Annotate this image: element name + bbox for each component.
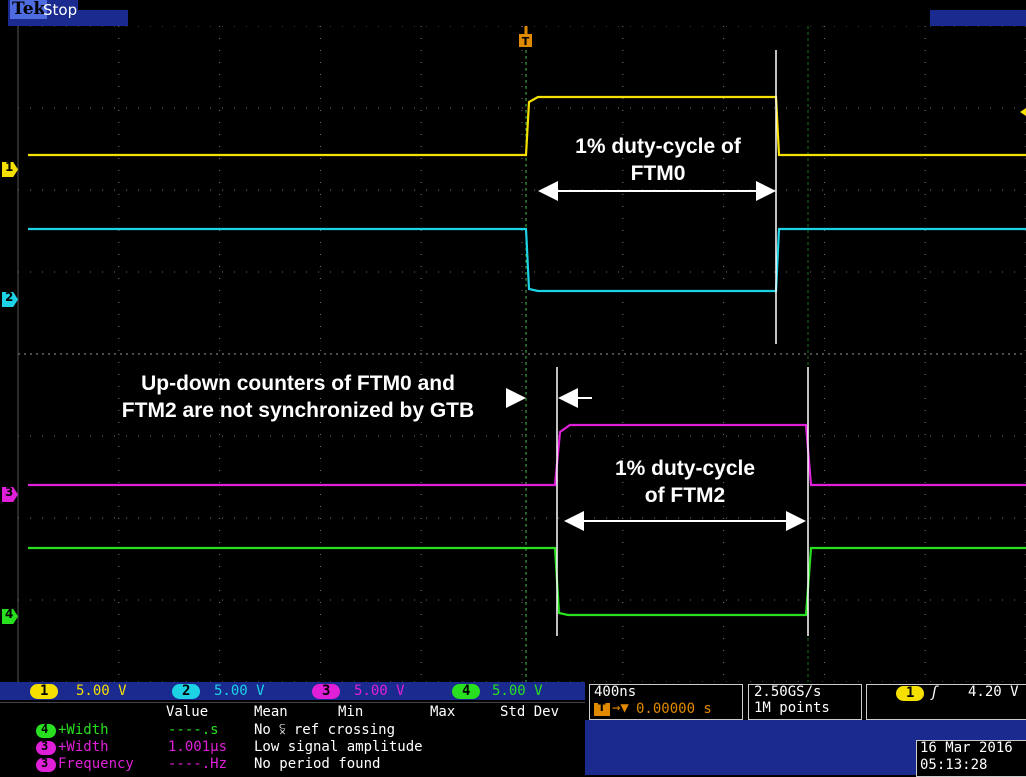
- ch4-waveform: [28, 546, 1026, 617]
- sample-rate: 2.50GS/s: [754, 684, 822, 700]
- ch3-waveform: [28, 423, 1026, 487]
- record-view-bar-right: [930, 10, 1026, 26]
- trigger-position-icon: T: [594, 701, 610, 716]
- meas-row1-status: No ⫁ ref crossing: [254, 722, 396, 738]
- ftm0-annotation: 1% duty-cycle of FTM0: [548, 133, 768, 187]
- record-length: 1M points: [754, 700, 830, 716]
- ch1-badge[interactable]: 1: [30, 683, 58, 699]
- status-bar: [0, 0, 1026, 26]
- ftm2-annotation-line2: of FTM2: [644, 484, 726, 507]
- trigger-box[interactable]: [866, 684, 1026, 720]
- date-display: 16 Mar 2016: [920, 740, 1013, 756]
- meas-header-value: Value: [166, 704, 209, 720]
- trigger-level: 4.20 V: [968, 684, 1019, 700]
- record-view-bar: [78, 10, 128, 26]
- ch2-waveform: [28, 227, 1026, 293]
- ch1-waveform: [28, 95, 1026, 157]
- ftm2-annotation: 1% duty-cycle of FTM2: [585, 455, 785, 509]
- ftm2-annotation-line1: 1% duty-cycle: [614, 457, 756, 480]
- ch1-scale[interactable]: 5.00 V: [76, 683, 127, 699]
- ch4-badge[interactable]: 4: [452, 683, 480, 699]
- ch1-offscreen-indicator: [1020, 108, 1026, 116]
- sync-annotation-line1: Up-down counters of FTM0 and: [141, 372, 455, 395]
- meas-row2-ch-badge: 3: [36, 739, 56, 755]
- time-display: 05:13:28: [920, 757, 988, 773]
- sync-annotation-line2: FTM2 are not synchronized by GTB: [121, 399, 475, 422]
- ch4-ground-marker[interactable]: 4: [2, 609, 18, 624]
- acquisition-box[interactable]: [748, 684, 862, 720]
- measurement-table[interactable]: [0, 702, 585, 776]
- timebase-box[interactable]: [589, 684, 743, 720]
- meas-row3-ch-badge: 3: [36, 756, 56, 772]
- meas-header-stddev: Std Dev: [500, 704, 560, 720]
- timebase-position: 0.00000 s: [636, 701, 712, 717]
- sync-annotation: Up-down counters of FTM0 and FTM2 are no…: [92, 370, 504, 424]
- meas-row1-ch-badge: 4: [36, 722, 56, 738]
- ch3-scale[interactable]: 5.00 V: [354, 683, 405, 699]
- meas-row1-value: ----.s: [168, 722, 219, 738]
- acquisition-state: Stop: [43, 1, 78, 19]
- meas-row3-name: Frequency: [58, 756, 134, 772]
- ch2-ground-marker[interactable]: 2: [2, 292, 18, 307]
- meas-row2-status: Low signal amplitude: [254, 739, 423, 755]
- ch3-ground-marker[interactable]: 3: [2, 487, 18, 502]
- meas-row3-status: No period found: [254, 756, 381, 772]
- trigger-source-badge: 1: [896, 685, 924, 701]
- ch1-ground-marker[interactable]: 1: [2, 162, 18, 177]
- meas-header-max: Max: [430, 704, 456, 720]
- trigger-T-icon: T: [519, 26, 532, 48]
- tek-logo: Tek: [10, 0, 48, 19]
- ch4-scale[interactable]: 5.00 V: [492, 683, 543, 699]
- ch2-scale[interactable]: 5.00 V: [214, 683, 265, 699]
- meas-header-min: Min: [338, 704, 364, 720]
- ftm0-annotation-line2: FTM0: [630, 162, 686, 185]
- meas-row2-name: +Width: [58, 739, 109, 755]
- meas-row2-value: 1.001μs: [168, 739, 228, 755]
- rising-edge-icon: ʃ: [932, 683, 938, 701]
- waveform-display[interactable]: T: [0, 26, 1026, 682]
- ftm0-annotation-line1: 1% duty-cycle of: [575, 135, 741, 158]
- meas-row1-name: +Width: [58, 722, 109, 738]
- timebase-scale: 400ns: [594, 684, 637, 700]
- ch3-badge[interactable]: 3: [312, 683, 340, 699]
- channel-scale-bar: [0, 682, 585, 700]
- svg-text:T: T: [522, 35, 530, 48]
- meas-header-mean: Mean: [254, 704, 288, 720]
- meas-row3-value: ----.Hz: [168, 756, 228, 772]
- ch2-badge[interactable]: 2: [172, 683, 200, 699]
